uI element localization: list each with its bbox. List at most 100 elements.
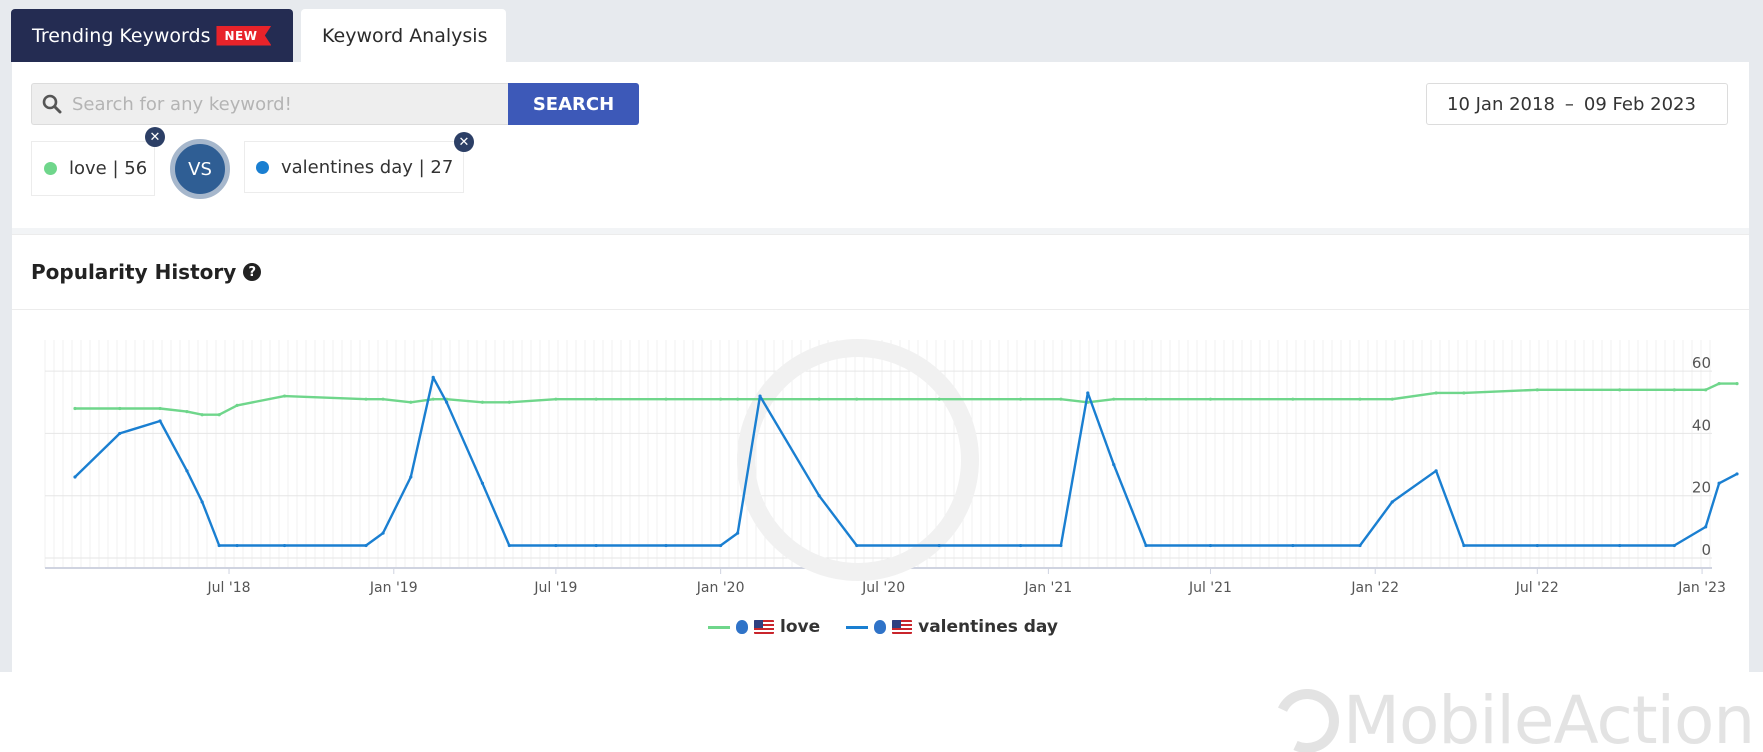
y-tick-label: 40 xyxy=(1692,416,1711,434)
data-point xyxy=(855,543,859,548)
data-point xyxy=(1672,543,1676,548)
keyword-chip-valentines-day: valentines day | 27 xyxy=(244,141,464,193)
chart-legend: love valentines day xyxy=(708,617,1058,637)
data-point xyxy=(282,394,287,398)
data-point xyxy=(507,400,511,404)
legend-line xyxy=(846,625,869,629)
data-point xyxy=(937,543,941,548)
vs-badge: VS xyxy=(170,139,230,199)
data-point xyxy=(1535,543,1539,548)
data-point xyxy=(1086,391,1090,395)
tab-keyword-analysis[interactable]: Keyword Analysis xyxy=(301,9,506,62)
data-point xyxy=(409,400,413,404)
data-point xyxy=(1112,462,1116,467)
data-point xyxy=(507,543,511,548)
keyword-color-dot xyxy=(256,160,269,174)
apple-icon xyxy=(736,620,748,634)
data-point xyxy=(1717,382,1721,386)
data-point xyxy=(1208,543,1213,548)
data-point xyxy=(1390,500,1394,504)
x-tick-label: Jul '20 xyxy=(861,580,905,596)
new-badge: NEW xyxy=(216,25,272,46)
date-range-picker[interactable]: 10 Jan 2018 – 09 Feb 2023 xyxy=(1426,83,1728,125)
remove-love-icon[interactable]: ✕ xyxy=(145,127,165,147)
tab-bar xyxy=(0,0,1763,62)
x-tick-label: Jul '22 xyxy=(1515,580,1559,596)
data-point xyxy=(1144,397,1148,401)
help-icon[interactable]: ? xyxy=(243,263,262,281)
x-tick-label: Jul '18 xyxy=(207,580,251,596)
data-point xyxy=(364,397,368,401)
data-point xyxy=(118,431,122,436)
background-right xyxy=(1749,62,1763,672)
popularity-chart: 0 20 40 60 Jul '18 Jan '19 Jul '19 Jan '20 Jul '… xyxy=(44,339,1739,596)
tab-trending-keywords[interactable]: Trending Keywords NEW xyxy=(11,9,293,62)
data-point xyxy=(817,494,821,498)
data-point xyxy=(73,475,77,479)
data-point xyxy=(1019,397,1023,401)
data-point xyxy=(409,475,413,479)
data-point xyxy=(1717,481,1721,485)
data-point xyxy=(719,397,723,401)
legend-line xyxy=(708,625,730,629)
data-point xyxy=(664,397,668,401)
brand-watermark: MobileAction xyxy=(1265,679,1755,752)
data-point xyxy=(758,394,762,398)
data-point xyxy=(1291,397,1295,401)
footer-area xyxy=(0,672,1763,752)
legend-item-valentines-day[interactable]: valentines day xyxy=(846,617,1058,637)
background-left xyxy=(0,62,12,672)
keyword-chip-love: love | 56 xyxy=(31,141,155,196)
data-point xyxy=(1535,388,1539,392)
data-point xyxy=(200,500,204,504)
data-point xyxy=(235,403,239,407)
data-point xyxy=(719,543,723,548)
data-point xyxy=(855,397,859,401)
date-start: 10 Jan 2018 xyxy=(1447,93,1555,115)
us-flag-icon xyxy=(892,620,913,634)
data-point xyxy=(1462,543,1466,548)
data-point xyxy=(185,410,189,414)
brand-name: MobileAction xyxy=(1343,682,1755,752)
search-box xyxy=(31,83,509,125)
data-point xyxy=(1358,543,1362,548)
data-point xyxy=(736,397,740,401)
legend-label: valentines day xyxy=(918,617,1058,637)
data-point xyxy=(554,543,558,548)
x-tick-label: Jan '21 xyxy=(1024,580,1073,596)
x-tick-label: Jul '19 xyxy=(533,580,577,596)
data-point xyxy=(1704,525,1708,529)
search-button[interactable]: SEARCH xyxy=(508,83,639,125)
data-point xyxy=(817,397,821,401)
legend-item-love[interactable]: love xyxy=(708,617,820,637)
apple-icon xyxy=(874,620,887,634)
x-tick-label: Jan '22 xyxy=(1350,580,1399,596)
keyword-label: valentines day | 27 xyxy=(281,156,454,178)
data-point xyxy=(1735,472,1739,476)
x-tick-label: Jan '19 xyxy=(369,580,418,596)
data-point xyxy=(1112,397,1116,401)
data-point xyxy=(217,413,221,417)
x-tick-label: Jan '23 xyxy=(1677,580,1726,596)
data-point xyxy=(431,397,435,401)
data-point xyxy=(1434,391,1438,395)
data-point xyxy=(1358,397,1362,401)
data-point xyxy=(594,543,598,548)
data-point xyxy=(431,375,435,379)
x-tick-label: Jul '21 xyxy=(1188,580,1232,596)
search-input[interactable] xyxy=(72,93,509,115)
data-point xyxy=(1059,397,1063,401)
y-tick-label: 20 xyxy=(1692,479,1711,497)
popularity-history-panel: Popularity History ? xyxy=(12,234,1749,672)
keyword-color-dot xyxy=(44,162,57,175)
keyword-label: love | 56 xyxy=(69,158,148,179)
data-point xyxy=(381,397,385,401)
data-point xyxy=(445,400,449,404)
remove-valentines-day-icon[interactable]: ✕ xyxy=(454,132,474,152)
data-point xyxy=(381,531,385,535)
data-point xyxy=(480,400,485,404)
data-point xyxy=(937,397,941,401)
data-point xyxy=(1019,543,1023,548)
data-point xyxy=(1704,388,1708,392)
panel-divider xyxy=(12,228,1749,234)
